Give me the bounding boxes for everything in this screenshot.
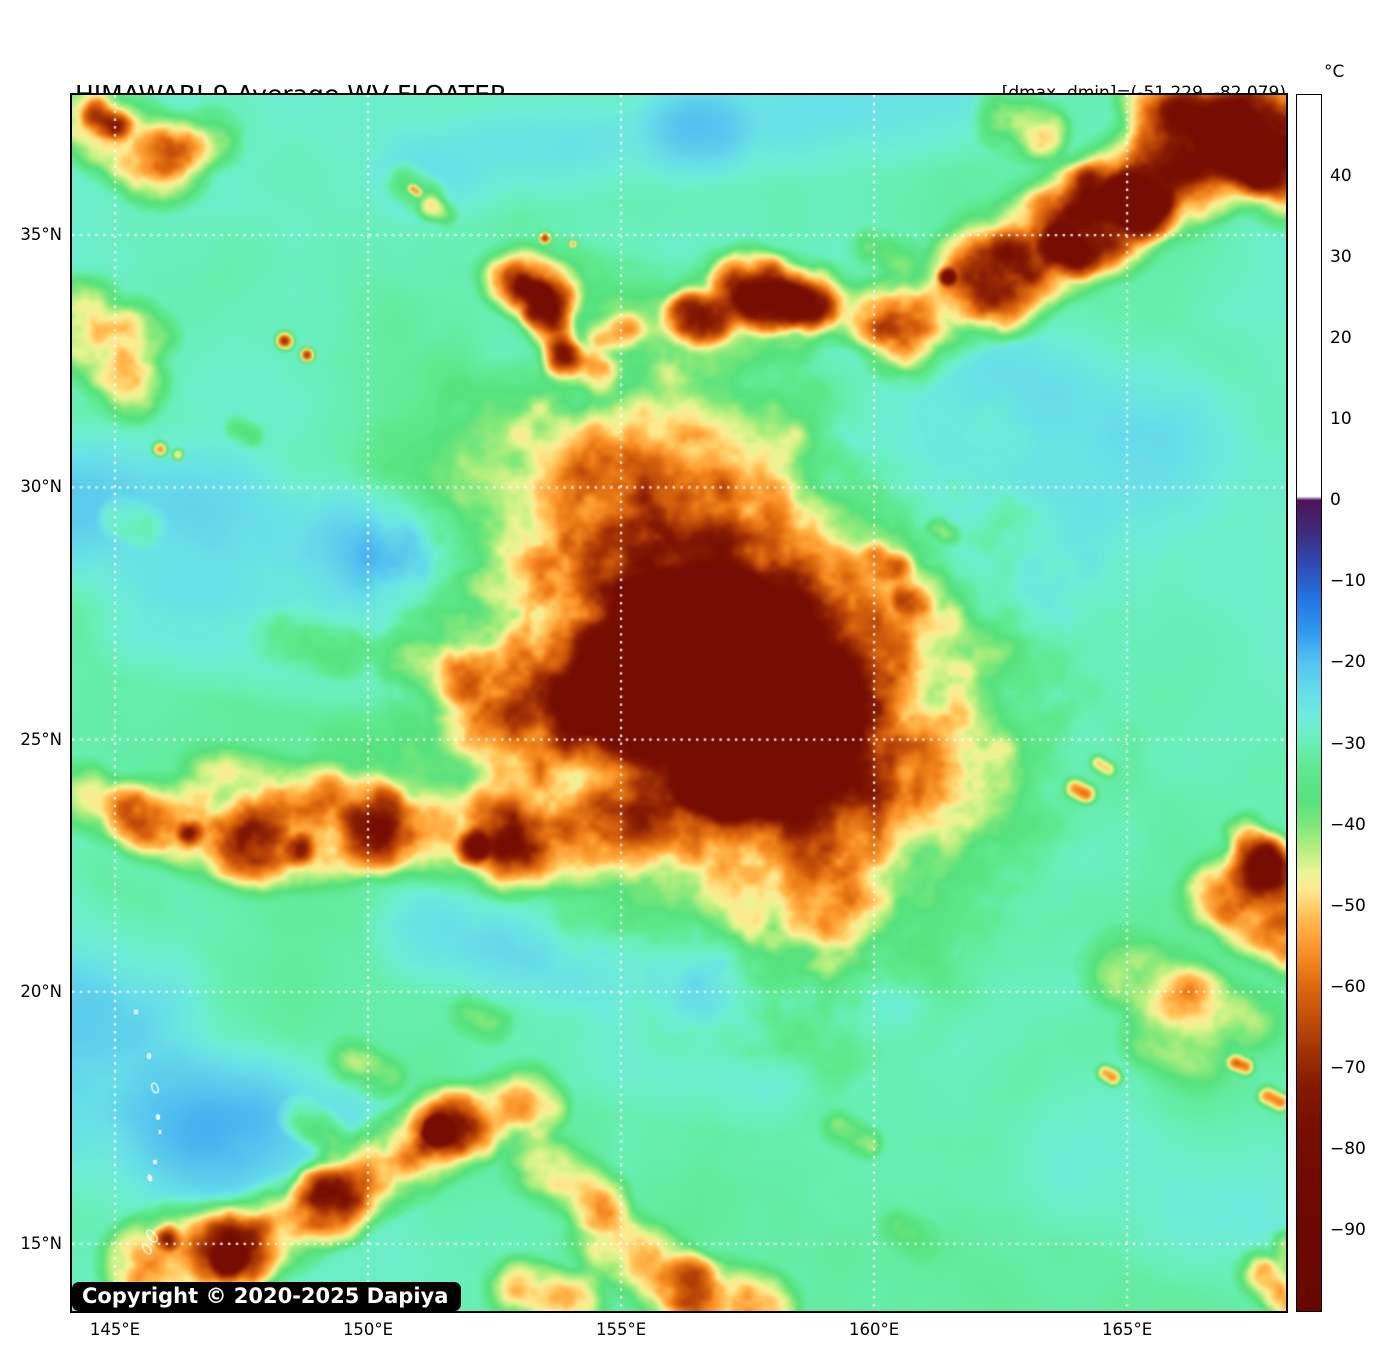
copyright-badge: Copyright © 2020-2025 Dapiya xyxy=(72,1282,462,1311)
colorbar-tick-label: 40 xyxy=(1330,166,1352,187)
colorbar-tick-label: −30 xyxy=(1330,733,1366,754)
lat-tick-label: 20°N xyxy=(20,981,62,1001)
lon-tick-label: 160°E xyxy=(848,1320,900,1339)
colorbar-unit-label: °C xyxy=(1324,62,1345,82)
lon-tick-label: 165°E xyxy=(1102,1320,1153,1339)
lon-tick-label: 155°E xyxy=(595,1320,647,1339)
colorbar-tick-label: 30 xyxy=(1330,247,1352,268)
lat-tick-label: 35°N xyxy=(20,225,62,245)
colorbar-tick-label: −80 xyxy=(1330,1138,1366,1159)
colorbar xyxy=(1296,94,1322,1312)
wv-map-frame: Copyright © 2020-2025 Dapiya xyxy=(70,93,1288,1313)
colorbar-tick-label: −60 xyxy=(1330,976,1366,997)
lat-tick-label: 25°N xyxy=(20,729,62,749)
lon-tick-label: 150°E xyxy=(342,1320,394,1339)
colorbar-tick-label: −70 xyxy=(1330,1057,1366,1078)
colorbar-tick-label: 10 xyxy=(1330,409,1352,430)
colorbar-tick-label: −90 xyxy=(1330,1219,1366,1240)
lat-tick-label: 15°N xyxy=(20,1233,62,1253)
copyright-text: Copyright © 2020-2025 Dapiya xyxy=(82,1284,449,1308)
lat-tick-label: 30°N xyxy=(20,477,62,497)
colorbar-tick-label: −10 xyxy=(1330,571,1366,592)
colorbar-tick-label: −40 xyxy=(1330,814,1366,835)
colorbar-tick-label: 0 xyxy=(1330,490,1341,511)
colorbar-tick-label: 20 xyxy=(1330,328,1352,349)
satellite-imagery-canvas xyxy=(72,95,1286,1311)
lon-tick-label: 145°E xyxy=(89,1320,141,1339)
colorbar-tick-label: −50 xyxy=(1330,895,1366,916)
colorbar-tick-label: −20 xyxy=(1330,652,1366,673)
